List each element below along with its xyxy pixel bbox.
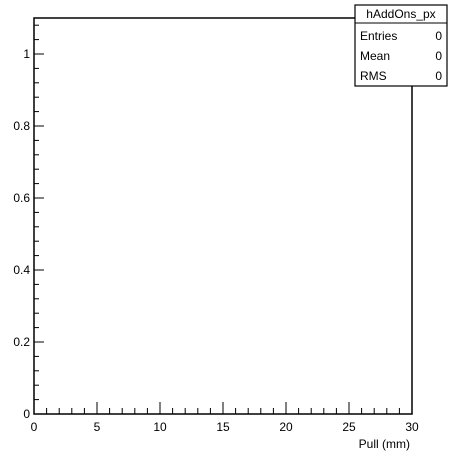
x-axis: 0 5 10 15 20 25 30 bbox=[31, 402, 419, 434]
stats-entries-label: Entries bbox=[360, 29, 397, 43]
x-tick-label: 0 bbox=[31, 420, 38, 434]
stats-mean-value: 0 bbox=[435, 49, 442, 63]
y-tick-label: 1 bbox=[23, 47, 30, 61]
x-tick-label: 10 bbox=[153, 420, 167, 434]
y-tick-label: 0.8 bbox=[13, 119, 30, 133]
y-axis: 0 0.2 0.4 0.6 0.8 1 bbox=[13, 24, 44, 421]
x-tick-label: 5 bbox=[94, 420, 101, 434]
stats-box-title: hAddOns_px bbox=[366, 7, 435, 21]
stats-entries-value: 0 bbox=[435, 29, 442, 43]
x-tick-label: 25 bbox=[342, 420, 356, 434]
stats-mean-label: Mean bbox=[360, 49, 390, 63]
x-axis-label: Pull (mm) bbox=[359, 437, 410, 451]
x-tick-label: 15 bbox=[216, 420, 230, 434]
x-tick-label: 20 bbox=[279, 420, 293, 434]
stats-rms-label: RMS bbox=[360, 69, 387, 83]
stats-box: hAddOns_px Entries 0 Mean 0 RMS 0 bbox=[354, 4, 448, 87]
plot-frame bbox=[33, 17, 413, 415]
y-tick-label: 0.6 bbox=[13, 191, 30, 205]
y-tick-label: 0 bbox=[23, 407, 30, 421]
stats-rms-value: 0 bbox=[435, 69, 442, 83]
stats-box-frame bbox=[354, 4, 448, 87]
x-tick-label: 30 bbox=[405, 420, 419, 434]
y-tick-label: 0.2 bbox=[13, 335, 30, 349]
y-tick-label: 0.4 bbox=[13, 263, 30, 277]
